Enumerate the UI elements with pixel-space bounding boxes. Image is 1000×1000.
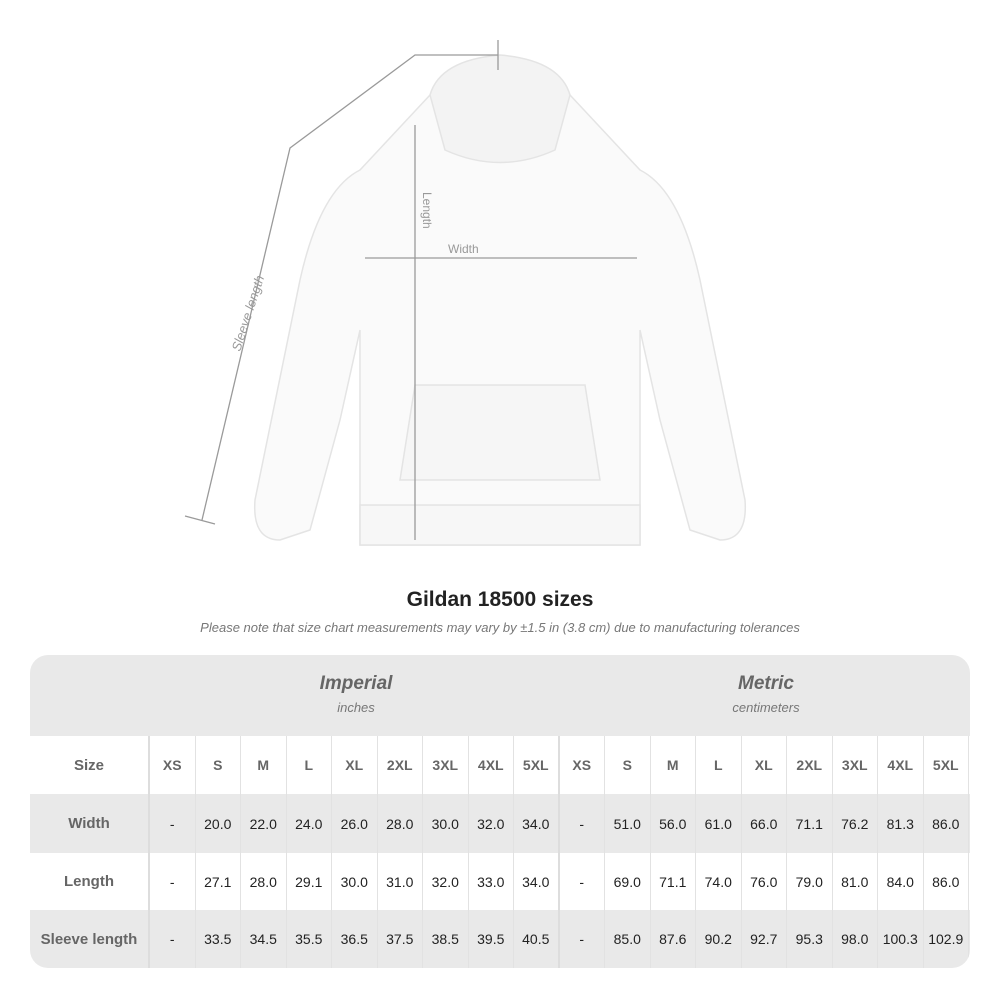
metric-value-cell: 84.0 [878,853,924,910]
metric-value-cell: 81.3 [878,794,924,853]
imperial-value-cell: 34.0 [514,794,560,853]
imperial-value-cell: 34.0 [514,853,560,910]
metric-size-header: 2XL [787,736,833,794]
imperial-value-cell: - [150,910,196,968]
metric-value-cell: 95.3 [787,910,833,968]
imperial-value-cell: 26.0 [332,794,378,853]
imperial-value-cell: 36.5 [332,910,378,968]
sleeve-length-label: Sleeve length [229,273,268,353]
tolerance-note: Please note that size chart measurements… [200,620,800,635]
imperial-value-cell: 35.5 [287,910,332,968]
measurement-lines [184,40,637,540]
metric-value-cell: 100.3 [878,910,924,968]
metric-value-cell: 87.6 [651,910,696,968]
metric-size-header: L [696,736,742,794]
imperial-value-cell: 32.0 [423,853,469,910]
hoodie-illustration: Sleeve length Length Width [184,40,747,546]
imperial-size-header: 3XL [423,736,469,794]
table-row: Width -20.0 22.0 24.0 26.0 28.0 30.0 32.0 34.0-5… [30,794,970,853]
imperial-title: Imperial [319,673,393,694]
hoodie-image [253,54,747,546]
metric-value-cell: 102.9 [924,910,969,968]
metric-value-cell: 90.2 [696,910,742,968]
metric-title: Metric [738,673,794,694]
size-table: Imperial inches Metric centimeters Size X… [30,655,970,968]
metric-value-cell: 76.0 [742,853,787,910]
imperial-value-cell: - [150,853,196,910]
metric-size-header: 3XL [833,736,878,794]
imperial-value-cell: 24.0 [287,794,332,853]
imperial-value-cell: 33.5 [196,910,241,968]
metric-value-cell: 61.0 [696,794,742,853]
imperial-value-cell: 33.0 [469,853,514,910]
metric-value-cell: - [560,910,605,968]
imperial-header: Imperial inches [150,655,562,736]
imperial-value-cell: 20.0 [196,794,241,853]
metric-value-cell: 71.1 [787,794,833,853]
imperial-size-header: XL [332,736,378,794]
metric-value-cell: 74.0 [696,853,742,910]
imperial-size-header: XS [150,736,196,794]
row-label: Width [30,794,150,853]
metric-size-header: 5XL [924,736,969,794]
table-row: Sleeve length -33.5 34.5 35.5 36.5 37.5 38.5 39… [30,910,970,968]
imperial-value-cell: 32.0 [469,794,514,853]
metric-size-header: 4XL [878,736,924,794]
imperial-value-cell: 34.5 [241,910,287,968]
size-header-row: Size XS S M L XL 2XL 3XL 4XL 5XL XS S M L XL 2XL 3XL 4XL 5… [30,736,970,794]
metric-value-cell: 79.0 [787,853,833,910]
chart-title: Gildan 18500 sizes [406,588,594,611]
imperial-size-header: 5XL [514,736,560,794]
metric-value-cell: - [560,794,605,853]
imperial-value-cell: 28.0 [241,853,287,910]
table-row: Length -27.1 28.0 29.1 30.0 31.0 32.0 33.0 34.0-… [30,853,970,910]
metric-value-cell: 76.2 [833,794,878,853]
imperial-value-cell: - [150,794,196,853]
metric-value-cell: 71.1 [651,853,696,910]
imperial-value-cell: 22.0 [241,794,287,853]
imperial-size-header: M [241,736,287,794]
width-label: Width [448,242,479,256]
metric-size-header: M [651,736,696,794]
metric-value-cell: 69.0 [605,853,651,910]
metric-value-cell: 81.0 [833,853,878,910]
imperial-unit: inches [337,700,375,715]
metric-size-header: XS [560,736,605,794]
imperial-value-cell: 27.1 [196,853,241,910]
metric-unit: centimeters [732,700,800,715]
imperial-value-cell: 40.5 [514,910,560,968]
imperial-value-cell: 31.0 [378,853,423,910]
imperial-value-cell: 30.0 [423,794,469,853]
metric-value-cell: 86.0 [924,794,969,853]
imperial-size-header: L [287,736,332,794]
imperial-size-header: 2XL [378,736,423,794]
imperial-value-cell: 29.1 [287,853,332,910]
metric-value-cell: 51.0 [605,794,651,853]
metric-size-header: XL [742,736,787,794]
metric-value-cell: - [560,853,605,910]
imperial-value-cell: 37.5 [378,910,423,968]
metric-value-cell: 56.0 [651,794,696,853]
imperial-value-cell: 28.0 [378,794,423,853]
length-label: Length [420,192,434,229]
metric-size-header: S [605,736,651,794]
metric-value-cell: 98.0 [833,910,878,968]
imperial-size-header: S [196,736,241,794]
row-label: Size [30,736,150,794]
row-label: Length [30,853,150,910]
metric-header: Metric centimeters [562,655,970,736]
metric-value-cell: 85.0 [605,910,651,968]
imperial-value-cell: 38.5 [423,910,469,968]
metric-value-cell: 92.7 [742,910,787,968]
imperial-value-cell: 39.5 [469,910,514,968]
metric-value-cell: 86.0 [924,853,969,910]
imperial-size-header: 4XL [469,736,514,794]
imperial-value-cell: 30.0 [332,853,378,910]
row-label: Sleeve length [30,910,150,968]
metric-value-cell: 66.0 [742,794,787,853]
